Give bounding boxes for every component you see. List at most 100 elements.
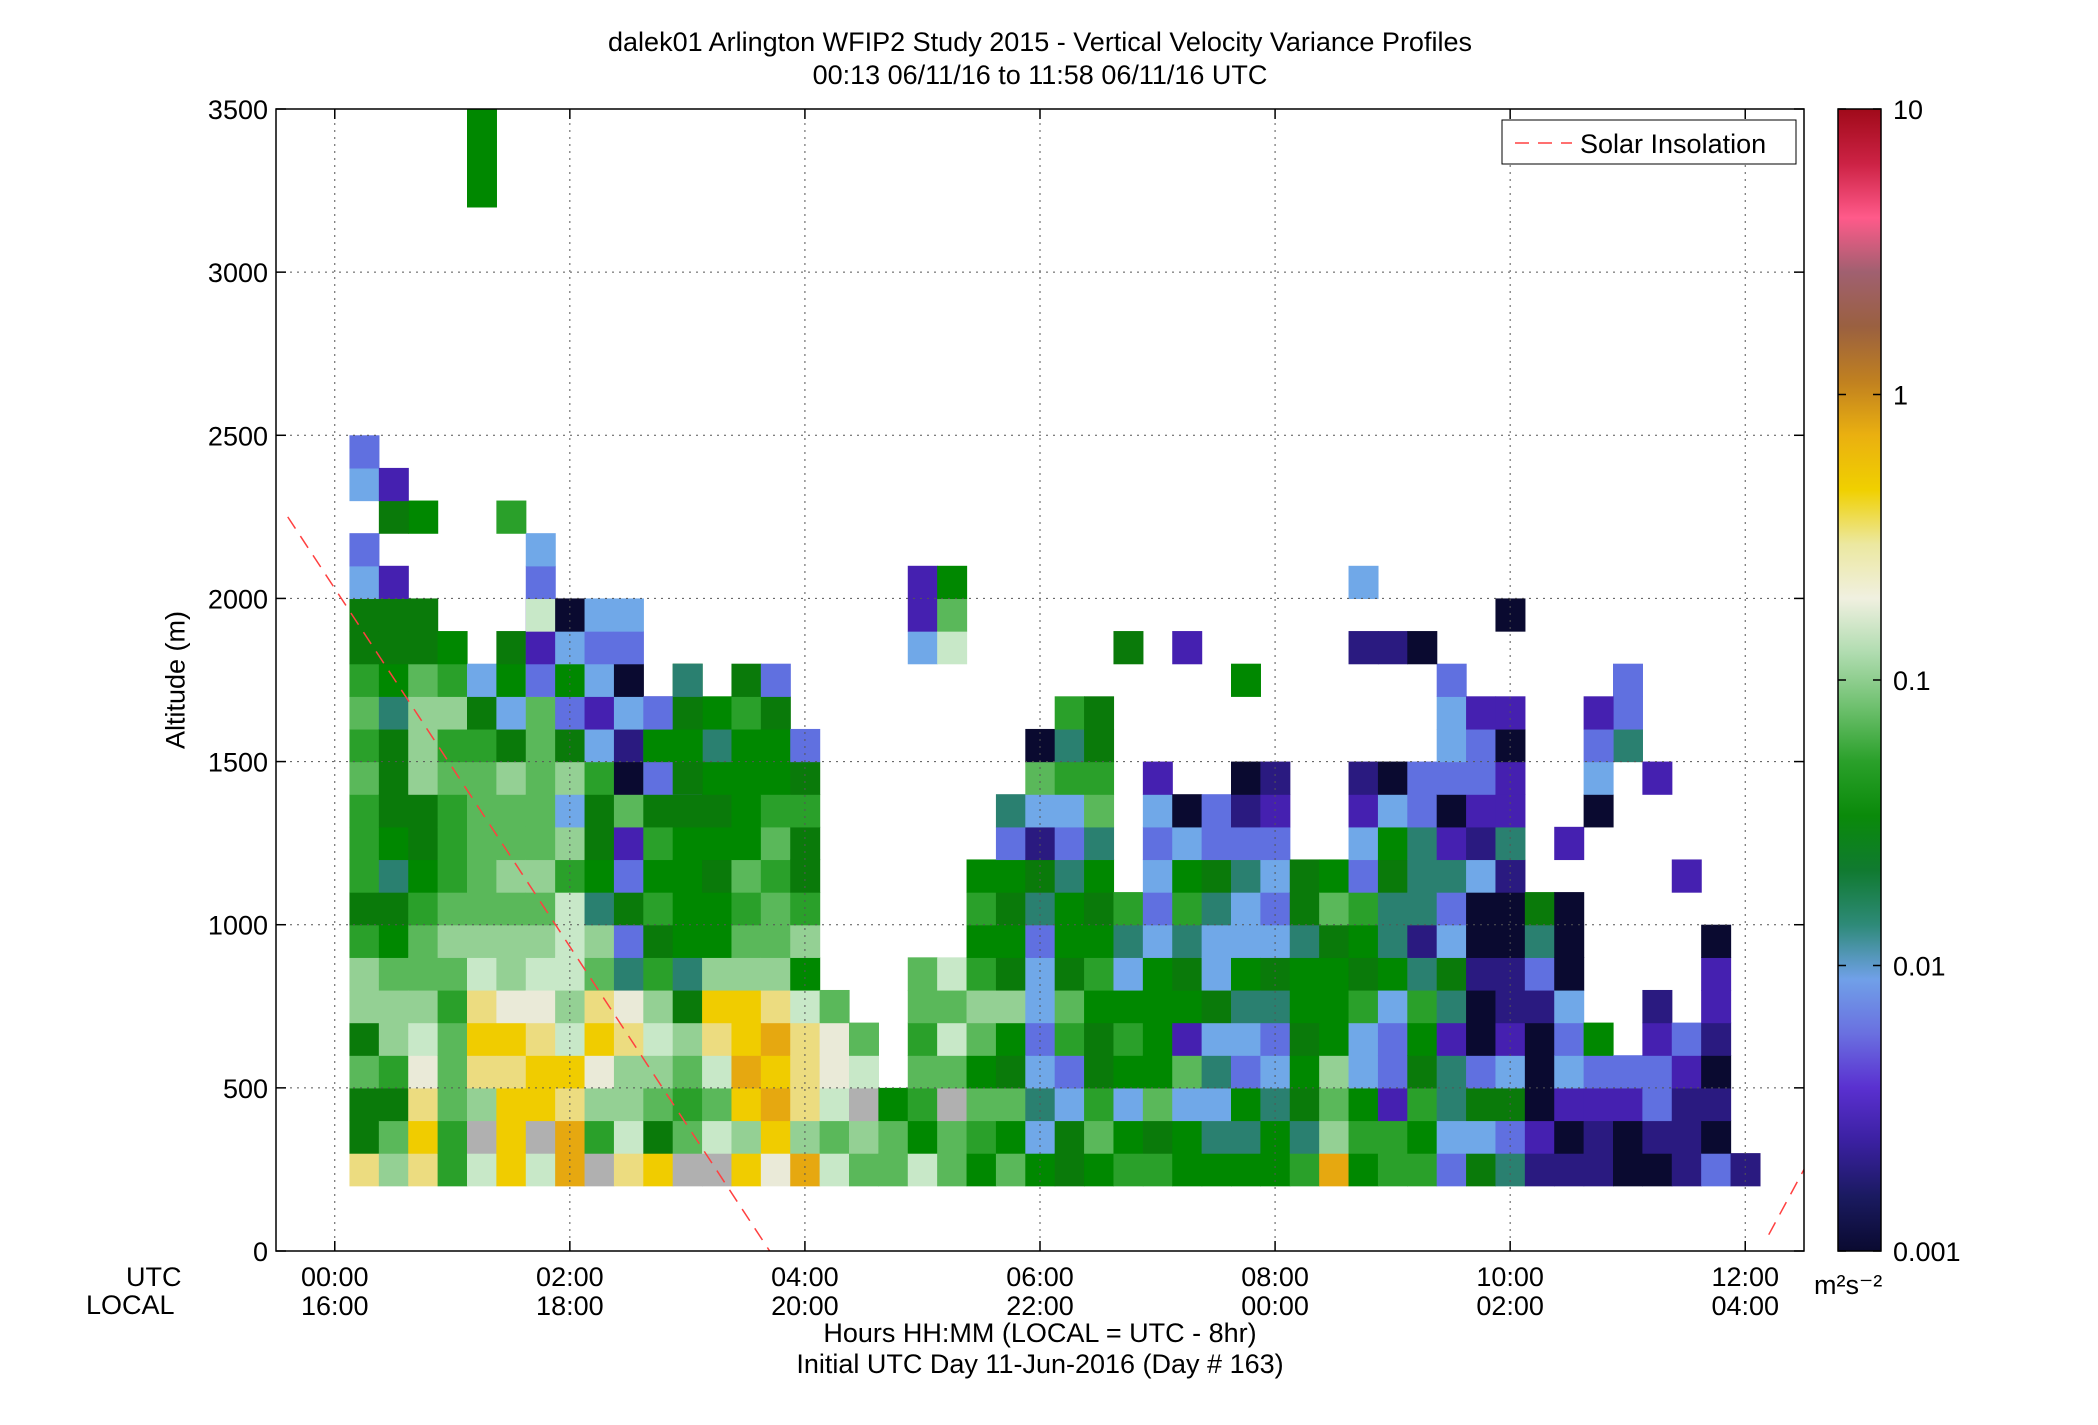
heatmap-cell — [907, 1120, 938, 1154]
heatmap-cell — [1466, 826, 1497, 861]
heatmap-cell — [1054, 1022, 1085, 1056]
heatmap-cell — [467, 957, 497, 991]
heatmap-cell — [1524, 1087, 1555, 1122]
y-tick-label: 2500 — [208, 421, 268, 451]
heatmap-cell — [437, 1055, 468, 1089]
heatmap-cell — [1289, 1120, 1320, 1154]
heatmap-cell — [1377, 892, 1408, 926]
heatmap-cell — [1025, 924, 1056, 958]
heatmap-cell — [672, 859, 703, 893]
heatmap-cell — [819, 1087, 850, 1122]
heatmap-cell — [672, 826, 703, 861]
heatmap-cell — [702, 1087, 733, 1122]
heatmap-cell — [1377, 989, 1408, 1024]
heatmap-cell — [525, 924, 556, 958]
heatmap-cell — [1142, 989, 1173, 1024]
heatmap-cell — [467, 728, 497, 763]
heatmap-cell — [525, 1153, 556, 1187]
heatmap-cell — [496, 1120, 527, 1154]
heatmap-cell — [555, 826, 586, 861]
heatmap-cell — [1142, 1055, 1173, 1089]
heatmap-cell — [1113, 957, 1144, 991]
heatmap-cell — [1231, 989, 1261, 1024]
heatmap-cell — [613, 696, 644, 730]
y-tick-label: 0 — [253, 1237, 268, 1267]
heatmap-cell — [966, 957, 997, 991]
heatmap-cell — [1436, 859, 1467, 893]
heatmap-cell — [966, 859, 997, 893]
heatmap-cell — [1436, 696, 1467, 730]
y-tick-label: 1500 — [208, 748, 268, 778]
heatmap-cell — [1613, 696, 1643, 730]
heatmap-cell — [672, 728, 703, 763]
heatmap-cell — [437, 1120, 468, 1154]
heatmap-cell — [937, 1120, 968, 1154]
heatmap-cell — [1231, 794, 1261, 828]
heatmap-cell — [408, 826, 439, 861]
heatmap-cell — [1025, 826, 1056, 861]
heatmap-cell — [496, 794, 527, 828]
heatmap-cell — [760, 859, 791, 893]
heatmap-cell — [525, 989, 556, 1024]
local-row-label: LOCAL — [86, 1290, 175, 1320]
heatmap-cell — [760, 663, 791, 697]
heatmap-cell — [1495, 924, 1526, 958]
heatmap-cell — [1583, 1022, 1614, 1056]
heatmap-cell — [378, 631, 409, 665]
heatmap-cell — [349, 794, 380, 828]
heatmap-cell — [1201, 989, 1232, 1024]
heatmap-cell — [378, 1087, 409, 1122]
heatmap-cell — [995, 1087, 1026, 1122]
heatmap-cell — [437, 859, 468, 893]
heatmap-cell — [1348, 924, 1379, 958]
heatmap-cell — [408, 761, 439, 795]
heatmap-cell — [1172, 1055, 1203, 1089]
heatmap-cell — [584, 892, 615, 926]
heatmap-cell — [1642, 989, 1673, 1024]
heatmap-cell — [1084, 892, 1115, 926]
heatmap-cell — [760, 924, 791, 958]
heatmap-cell — [1407, 1153, 1438, 1187]
heatmap-cell — [1113, 1120, 1144, 1154]
heatmap-cell — [525, 1022, 556, 1056]
heatmap-cell — [643, 1153, 674, 1187]
heatmap-cell — [437, 663, 468, 697]
heatmap-cell — [1407, 794, 1438, 828]
heatmap-cell — [995, 1055, 1026, 1089]
heatmap-cell — [1142, 859, 1173, 893]
heatmap-cell — [1495, 826, 1526, 861]
heatmap-cell — [467, 109, 497, 143]
heatmap-cell — [702, 1120, 733, 1154]
heatmap-cell — [1142, 826, 1173, 861]
heatmap-cell — [613, 826, 644, 861]
heatmap-cell — [1142, 794, 1173, 828]
heatmap-cell — [1466, 1022, 1497, 1056]
heatmap-cell — [1142, 1120, 1173, 1154]
heatmap-cell — [349, 1022, 380, 1056]
heatmap-cell — [1436, 728, 1467, 763]
heatmap-cell — [1613, 1120, 1643, 1154]
heatmap-cell — [1142, 892, 1173, 926]
heatmap-cell — [1231, 826, 1261, 861]
heatmap-cell — [613, 598, 644, 632]
heatmap-cell — [1377, 1087, 1408, 1122]
heatmap-cell — [1436, 892, 1467, 926]
heatmap-cell — [1289, 924, 1320, 958]
heatmap-cell — [760, 1055, 791, 1089]
heatmap-cell — [672, 1153, 703, 1187]
heatmap-cell — [849, 1055, 879, 1089]
heatmap-cell — [496, 696, 527, 730]
heatmap-cell — [1495, 598, 1526, 632]
heatmap-cell — [1201, 794, 1232, 828]
heatmap-cell — [995, 989, 1026, 1024]
heatmap-cell — [1113, 631, 1144, 665]
heatmap-cell — [1407, 859, 1438, 893]
heatmap-cell — [995, 924, 1026, 958]
heatmap-cell — [1524, 957, 1555, 991]
heatmap-cell — [849, 1153, 879, 1187]
heatmap-cell — [937, 1087, 968, 1122]
legend-label: Solar Insolation — [1580, 129, 1766, 159]
heatmap-cell — [643, 989, 674, 1024]
heatmap-cell — [643, 859, 674, 893]
heatmap-cell — [819, 1055, 850, 1089]
